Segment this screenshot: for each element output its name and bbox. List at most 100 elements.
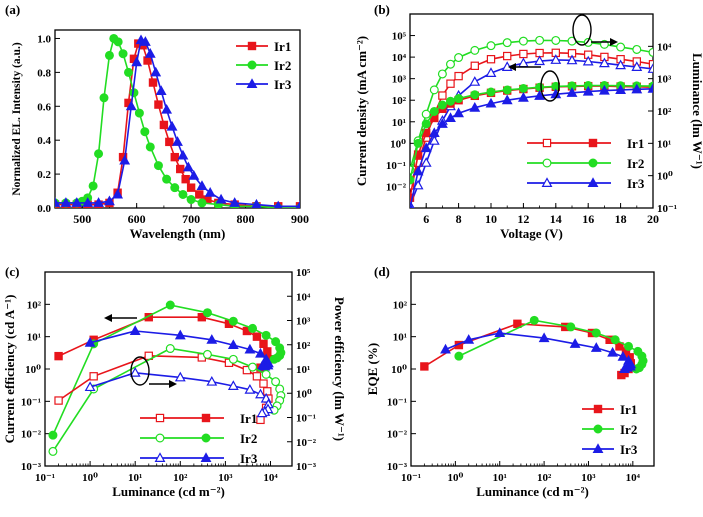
x-tick-label: 10¹: [128, 472, 142, 484]
data-point: [131, 56, 143, 67]
data-point: [269, 354, 279, 364]
data-point: [445, 112, 456, 122]
y-right-tick-label: 10⁻³: [296, 461, 317, 473]
data-point: [440, 343, 451, 354]
data-point: [486, 87, 496, 97]
data-point: [569, 338, 581, 348]
data-point: [161, 103, 173, 114]
y-tick-label: 10⁻²: [21, 429, 42, 441]
annotation: [508, 14, 618, 102]
data-point: [93, 197, 104, 207]
data-point: [48, 430, 58, 440]
data-point: [502, 38, 512, 48]
data-point: [150, 66, 162, 77]
legend-label: Ir1: [274, 39, 291, 54]
y-right-tick-label: 10³: [657, 74, 672, 86]
data-point: [263, 387, 272, 396]
data-point: [244, 383, 256, 394]
data-point: [470, 90, 480, 100]
data-point: [632, 44, 642, 54]
data-point: [274, 200, 283, 208]
data-point: [517, 92, 529, 102]
data-point: [148, 78, 158, 87]
y-tick-label: 0.4: [37, 135, 51, 147]
data-point: [590, 342, 602, 352]
data-point: [162, 174, 172, 184]
arrow-head: [169, 380, 177, 388]
data-point: [178, 189, 188, 199]
data-point: [271, 337, 281, 347]
data-point: [252, 332, 262, 341]
y-right-tick-label: 10¹: [296, 364, 310, 376]
data-point: [421, 109, 431, 119]
data-point: [598, 84, 610, 95]
data-point: [176, 164, 185, 174]
legend: Ir1 Ir2 Ir3: [582, 402, 638, 457]
data-point: [165, 344, 175, 354]
data-point: [420, 142, 432, 153]
data-point: [197, 313, 207, 322]
y-tick-label: 0.8: [37, 67, 51, 79]
legend-label: Ir1: [627, 136, 644, 151]
data-point: [420, 157, 432, 167]
panel-label: (d): [374, 264, 390, 279]
y-right-tick-label: 10¹: [657, 138, 671, 150]
legend-marker: [200, 452, 212, 462]
data-point: [227, 339, 239, 350]
data-point: [60, 197, 72, 207]
data-point: [134, 108, 144, 118]
series-line: [55, 42, 300, 208]
data-point: [202, 308, 212, 318]
y-tick-label: 10⁰: [25, 364, 41, 376]
arrow-head: [508, 63, 516, 71]
y-right-tick-label: 10²: [296, 340, 311, 352]
y-tick-label: 10²: [27, 299, 42, 311]
x-tick-label: 600: [128, 212, 146, 226]
x-tick-label: 10²: [173, 472, 188, 484]
legend: Ir1 Ir2 Ir3: [140, 411, 258, 466]
data-point: [412, 165, 424, 176]
legend: Ir1 Ir2 Ir3: [236, 39, 292, 92]
data-point: [84, 381, 96, 392]
y-tick-label: 10¹: [393, 332, 407, 344]
data-point: [413, 138, 423, 148]
data-point: [244, 343, 256, 354]
legend-label: Ir2: [620, 422, 637, 437]
data-point: [177, 149, 189, 160]
x-axis-label: Voltage (V): [500, 226, 563, 241]
y-axis-label: EQE (%): [365, 343, 380, 395]
series-layer: [410, 35, 653, 208]
data-point: [436, 118, 448, 128]
legend-label: Ir3: [620, 442, 638, 457]
data-point: [610, 335, 620, 345]
data-point: [534, 90, 546, 100]
data-point: [550, 54, 562, 64]
y-tick-label: 10⁴: [392, 52, 407, 64]
legend-marker: [593, 424, 603, 434]
data-point: [538, 332, 550, 343]
series-layer: [420, 315, 648, 380]
legend-label: Ir1: [620, 402, 637, 417]
data-point: [113, 37, 123, 47]
x-tick-label: 900: [291, 212, 309, 226]
data-point: [446, 79, 455, 88]
data-point: [129, 325, 141, 335]
data-point: [248, 323, 258, 333]
data-point: [256, 407, 268, 418]
data-point: [413, 150, 423, 159]
data-point: [438, 91, 447, 100]
y-tick-label: 10⁻²: [387, 429, 408, 441]
data-point: [486, 55, 496, 64]
data-point: [165, 137, 174, 147]
data-point: [624, 341, 634, 351]
data-point: [119, 154, 131, 165]
data-point: [429, 106, 439, 116]
data-point: [202, 349, 212, 359]
data-point: [271, 377, 281, 387]
y-right-tick-label: 10⁻²: [296, 437, 317, 449]
arrow-head: [104, 314, 112, 322]
data-point: [89, 372, 98, 381]
data-point: [454, 71, 463, 81]
data-point: [519, 49, 528, 59]
legend-marker: [593, 404, 603, 414]
